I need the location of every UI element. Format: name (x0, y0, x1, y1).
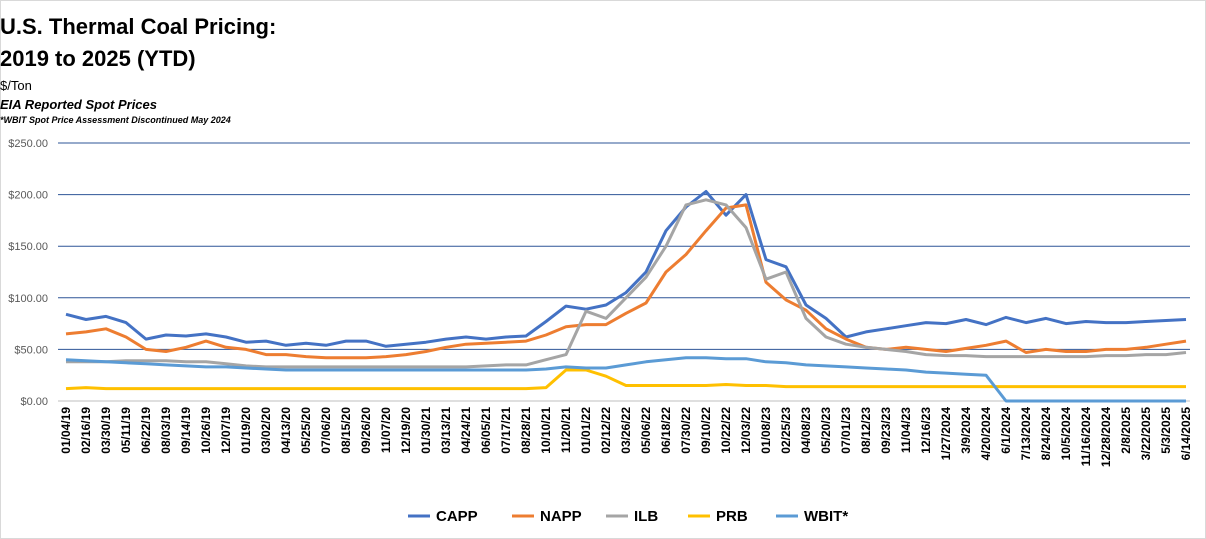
x-tick-label: 05/06/22 (639, 407, 653, 454)
x-tick-label: 07/30/22 (679, 407, 693, 454)
x-tick-label: 5/3/2025 (1159, 407, 1173, 454)
x-tick-label: 10/26/19 (199, 407, 213, 454)
x-tick-label: 05/11/19 (119, 407, 133, 453)
x-tick-label: 07/06/20 (319, 407, 333, 454)
x-tick-label: 12/03/22 (739, 407, 753, 454)
legend-label: CAPP (436, 508, 478, 525)
legend-label: ILB (634, 508, 658, 525)
gridlines (58, 142, 1190, 402)
x-tick-label: 05/20/23 (819, 407, 833, 454)
x-tick-label: 02/12/22 (599, 407, 613, 454)
x-tick-label: 10/22/22 (719, 407, 733, 454)
y-tick-label: $100.00 (8, 293, 48, 305)
chart-subtitle-units: $/Ton (0, 78, 32, 93)
x-tick-label: 06/18/22 (659, 407, 673, 454)
x-tick-label: 05/25/20 (299, 407, 313, 454)
x-tick-label: 08/28/21 (519, 407, 533, 454)
x-tick-label: 08/15/20 (339, 407, 353, 454)
legend: CAPP NAPP ILB PRB WBIT* (408, 508, 848, 525)
series-line-prb (65, 368, 1186, 391)
x-tick-label: 01/19/20 (239, 407, 253, 454)
chart-title-line-1: U.S. Thermal Coal Pricing: (0, 14, 277, 39)
x-tick-label: 07/01/23 (839, 407, 853, 454)
x-tick-label: 09/26/20 (359, 407, 373, 454)
series-line-wbit (65, 356, 1186, 403)
chart-subtitle-source: EIA Reported Spot Prices (0, 97, 157, 112)
x-tick-label: 12/07/19 (219, 407, 233, 454)
x-tick-label: 01/04/19 (59, 407, 73, 454)
y-tick-label: $200.00 (8, 190, 48, 202)
x-tick-label: 7/13/2024 (1019, 407, 1033, 461)
x-tick-label: 09/23/23 (879, 407, 893, 454)
x-tick-label: 3/9/2024 (959, 407, 973, 454)
x-tick-label: 08/12/23 (859, 407, 873, 454)
x-axis-ticks: 01/04/19 02/16/19 03/30/19 05/11/19 06/22/19… (59, 407, 1193, 467)
x-tick-label: 01/30/21 (419, 407, 433, 454)
series-line-napp (65, 203, 1187, 360)
chart-footnote: *WBIT Spot Price Assessment Discontinued… (0, 115, 231, 125)
y-tick-label: $0.00 (20, 396, 48, 408)
chart-title-line-2: 2019 to 2025 (YTD) (0, 46, 196, 71)
x-tick-label: 04/13/20 (279, 407, 293, 454)
x-tick-label: 09/10/22 (699, 407, 713, 454)
x-tick-label: 1/27/2024 (939, 407, 953, 461)
x-tick-label: 04/08/23 (799, 407, 813, 454)
x-tick-label: 6/14/2025 (1179, 407, 1193, 461)
x-tick-label: 2/8/2025 (1119, 407, 1133, 454)
y-axis-ticks: $0.00 $50.00 $100.00 $150.00 $200.00 $250.00 (8, 138, 48, 408)
x-tick-label: 6/1/2024 (999, 407, 1013, 454)
x-tick-label: 03/02/20 (259, 407, 273, 454)
x-tick-label: 01/08/23 (759, 407, 773, 454)
x-tick-label: 03/26/22 (619, 407, 633, 454)
x-tick-label: 03/30/19 (99, 407, 113, 454)
x-tick-label: 11/07/20 (379, 407, 393, 453)
x-tick-label: 11/16/2024 (1079, 407, 1093, 467)
y-tick-label: $250.00 (8, 138, 48, 150)
x-tick-label: 12/16/23 (919, 407, 933, 454)
legend-label: WBIT* (804, 508, 848, 525)
x-tick-label: 10/5/2024 (1059, 407, 1073, 461)
legend-label: NAPP (540, 508, 582, 525)
x-tick-label: 11/20/21 (559, 407, 573, 453)
x-tick-label: 09/14/19 (179, 407, 193, 454)
x-tick-label: 08/03/19 (159, 407, 173, 454)
y-tick-label: $150.00 (8, 241, 48, 253)
x-tick-label: 03/13/21 (439, 407, 453, 454)
x-tick-label: 8/24/2024 (1039, 407, 1053, 461)
x-tick-label: 12/19/20 (399, 407, 413, 454)
legend-label: PRB (716, 508, 748, 525)
x-tick-label: 04/24/21 (459, 407, 473, 454)
x-tick-label: 01/01/22 (579, 407, 593, 454)
x-tick-label: 4/20/2024 (979, 407, 993, 461)
x-tick-label: 07/17/21 (499, 407, 513, 454)
x-tick-label: 02/25/23 (779, 407, 793, 454)
x-tick-label: 12/28/2024 (1099, 407, 1113, 467)
x-tick-label: 06/05/21 (479, 407, 493, 454)
x-tick-label: 02/16/19 (79, 407, 93, 454)
y-tick-label: $50.00 (14, 344, 48, 356)
x-tick-label: 3/22/2025 (1139, 407, 1153, 461)
series-line-capp (65, 190, 1187, 348)
series-line-ilb (66, 198, 1187, 369)
x-tick-label: 10/10/21 (539, 407, 553, 454)
x-tick-label: 11/04/23 (899, 407, 913, 453)
series-lines (65, 190, 1187, 403)
x-tick-label: 06/22/19 (139, 407, 153, 454)
